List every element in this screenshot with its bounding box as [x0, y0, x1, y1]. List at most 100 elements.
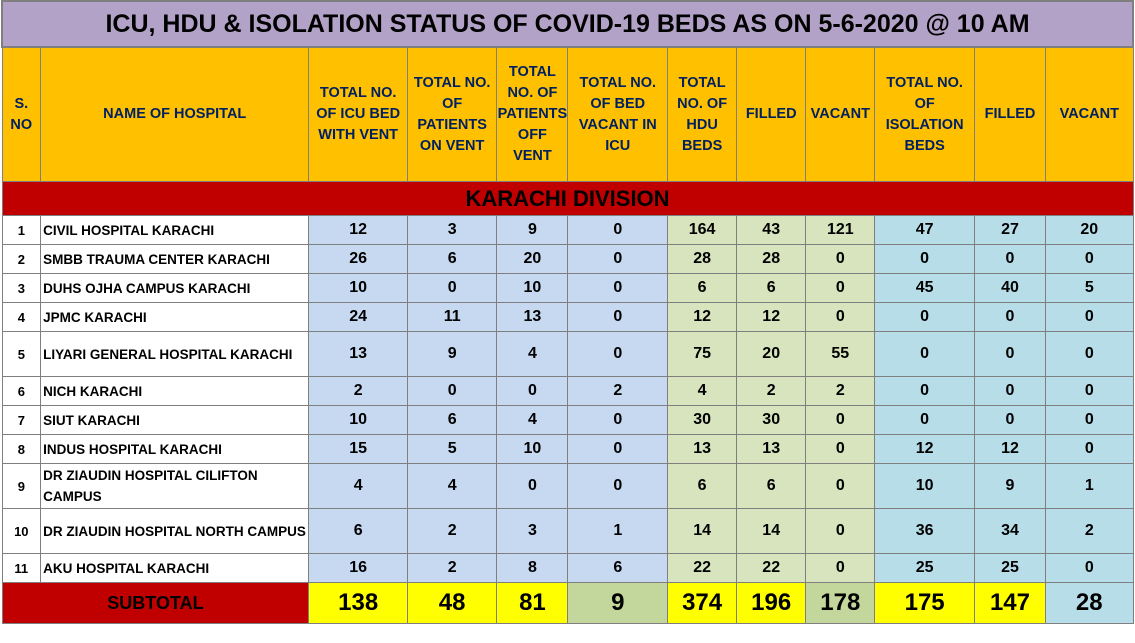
cell-icu-vacant: 0 [567, 215, 669, 245]
subtotal-hdu-filled: 196 [736, 582, 807, 624]
cell-on-vent: 5 [406, 434, 498, 464]
cell-iso-vacant: 0 [1045, 376, 1134, 406]
cell-iso-vacant: 0 [1045, 331, 1134, 377]
header-name: NAME OF HOSPITAL [40, 46, 310, 182]
hospital-name: LIYARI GENERAL HOSPITAL KARACHI [40, 331, 310, 377]
cell-iso-total: 12 [874, 434, 975, 464]
header-icu-vacant: TOTAL NO. OF BED VACANT IN ICU [567, 46, 669, 182]
cell-hdu-total: 6 [667, 463, 738, 509]
cell-icu-vacant: 0 [567, 463, 669, 509]
table-row: 3 DUHS OJHA CAMPUS KARACHI 10 0 10 0 6 6 0 45 40 5 [1, 273, 1134, 303]
hospital-name: DR ZIAUDIN HOSPITAL CILIFTON CAMPUS [40, 463, 310, 509]
subtotal-iso-total: 175 [874, 582, 975, 624]
cell-hdu-total: 22 [667, 553, 738, 583]
subtotal-icu-total: 138 [308, 582, 408, 624]
cell-iso-filled: 9 [973, 463, 1047, 509]
cell-icu-total: 15 [308, 434, 408, 464]
cell-iso-filled: 0 [973, 376, 1047, 406]
cell-iso-total: 0 [874, 331, 975, 377]
cell-icu-total: 13 [308, 331, 408, 377]
cell-iso-total: 0 [874, 376, 975, 406]
cell-icu-vacant: 1 [567, 508, 669, 554]
cell-icu-total: 6 [308, 508, 408, 554]
cell-icu-total: 24 [308, 302, 408, 332]
cell-iso-vacant: 0 [1045, 434, 1134, 464]
cell-icu-vacant: 0 [567, 405, 669, 435]
cell-off-vent: 10 [496, 434, 569, 464]
cell-off-vent: 20 [496, 244, 569, 274]
cell-iso-vacant: 0 [1045, 553, 1134, 583]
cell-on-vent: 6 [406, 244, 498, 274]
cell-off-vent: 4 [496, 331, 569, 377]
cell-off-vent: 0 [496, 463, 569, 509]
header-icu-total: TOTAL NO. OF ICU BED WITH VENT [308, 46, 408, 182]
subtotal-on-vent: 48 [406, 582, 498, 624]
cell-off-vent: 10 [496, 273, 569, 303]
table-row: 7 SIUT KARACHI 10 6 4 0 30 30 0 0 0 0 [1, 405, 1134, 435]
cell-hdu-vacant: 0 [805, 244, 876, 274]
cell-iso-filled: 34 [973, 508, 1047, 554]
cell-hdu-total: 4 [667, 376, 738, 406]
cell-iso-total: 36 [874, 508, 975, 554]
hospital-name: SMBB TRAUMA CENTER KARACHI [40, 244, 310, 274]
cell-on-vent: 4 [406, 463, 498, 509]
header-sno: S. NO [1, 46, 42, 182]
hospital-name: INDUS HOSPITAL KARACHI [40, 434, 310, 464]
subtotal-off-vent: 81 [496, 582, 569, 624]
table-row: 5 LIYARI GENERAL HOSPITAL KARACHI 13 9 4 0 75 2… [1, 331, 1134, 377]
cell-iso-filled: 0 [973, 331, 1047, 377]
cell-iso-total: 0 [874, 405, 975, 435]
hospital-name: DUHS OJHA CAMPUS KARACHI [40, 273, 310, 303]
subtotal-hdu-vacant: 178 [805, 582, 876, 624]
cell-icu-vacant: 2 [567, 376, 669, 406]
cell-icu-vacant: 0 [567, 244, 669, 274]
cell-icu-vacant: 6 [567, 553, 669, 583]
subtotal-hdu-total: 374 [667, 582, 738, 624]
cell-iso-vacant: 2 [1045, 508, 1134, 554]
table-row: 8 INDUS HOSPITAL KARACHI 15 5 10 0 13 13 0 12 12 0 [1, 434, 1134, 464]
header-iso-total: TOTAL NO. OF ISOLATION BEDS [874, 46, 975, 182]
cell-hdu-filled: 28 [736, 244, 807, 274]
cell-off-vent: 8 [496, 553, 569, 583]
hospital-name: CIVIL HOSPITAL KARACHI [40, 215, 310, 245]
cell-on-vent: 2 [406, 553, 498, 583]
cell-iso-vacant: 0 [1045, 302, 1134, 332]
cell-hdu-vacant: 55 [805, 331, 876, 377]
cell-hdu-vacant: 121 [805, 215, 876, 245]
cell-hdu-vacant: 0 [805, 463, 876, 509]
cell-hdu-vacant: 0 [805, 302, 876, 332]
cell-hdu-total: 164 [667, 215, 738, 245]
cell-icu-total: 16 [308, 553, 408, 583]
header-iso-vacant: VACANT [1045, 46, 1134, 182]
cell-sno: 9 [1, 463, 42, 509]
table-row: 11 AKU HOSPITAL KARACHI 16 2 8 6 22 22 0 25 25 0 [1, 553, 1134, 583]
hospital-name: AKU HOSPITAL KARACHI [40, 553, 310, 583]
cell-iso-vacant: 1 [1045, 463, 1134, 509]
table-row: 2 SMBB TRAUMA CENTER KARACHI 26 6 20 0 28 28 0 0 0… [1, 244, 1134, 274]
cell-iso-filled: 25 [973, 553, 1047, 583]
hospital-name: SIUT KARACHI [40, 405, 310, 435]
cell-off-vent: 3 [496, 508, 569, 554]
cell-iso-filled: 0 [973, 405, 1047, 435]
cell-icu-total: 12 [308, 215, 408, 245]
cell-on-vent: 0 [406, 273, 498, 303]
cell-on-vent: 11 [406, 302, 498, 332]
cell-hdu-filled: 30 [736, 405, 807, 435]
table-row: 1 CIVIL HOSPITAL KARACHI 12 3 9 0 164 43 121 47 27… [1, 215, 1134, 245]
cell-sno: 10 [1, 508, 42, 554]
cell-icu-total: 2 [308, 376, 408, 406]
cell-icu-total: 10 [308, 273, 408, 303]
table-row: 4 JPMC KARACHI 24 11 13 0 12 12 0 0 0 0 [1, 302, 1134, 332]
header-row: S. NO NAME OF HOSPITAL TOTAL NO. OF ICU … [1, 46, 1134, 182]
cell-iso-filled: 27 [973, 215, 1047, 245]
cell-icu-vacant: 0 [567, 434, 669, 464]
cell-iso-filled: 0 [973, 302, 1047, 332]
cell-hdu-filled: 2 [736, 376, 807, 406]
header-iso-filled: FILLED [973, 46, 1047, 182]
covid-beds-table: ICU, HDU & ISOLATION STATUS OF COVID-19 … [1, 0, 1134, 624]
subtotal-icu-vacant: 9 [567, 582, 669, 624]
cell-hdu-total: 14 [667, 508, 738, 554]
cell-hdu-filled: 22 [736, 553, 807, 583]
cell-icu-vacant: 0 [567, 331, 669, 377]
header-on-vent: TOTAL NO. OF PATIENTS ON VENT [406, 46, 498, 182]
